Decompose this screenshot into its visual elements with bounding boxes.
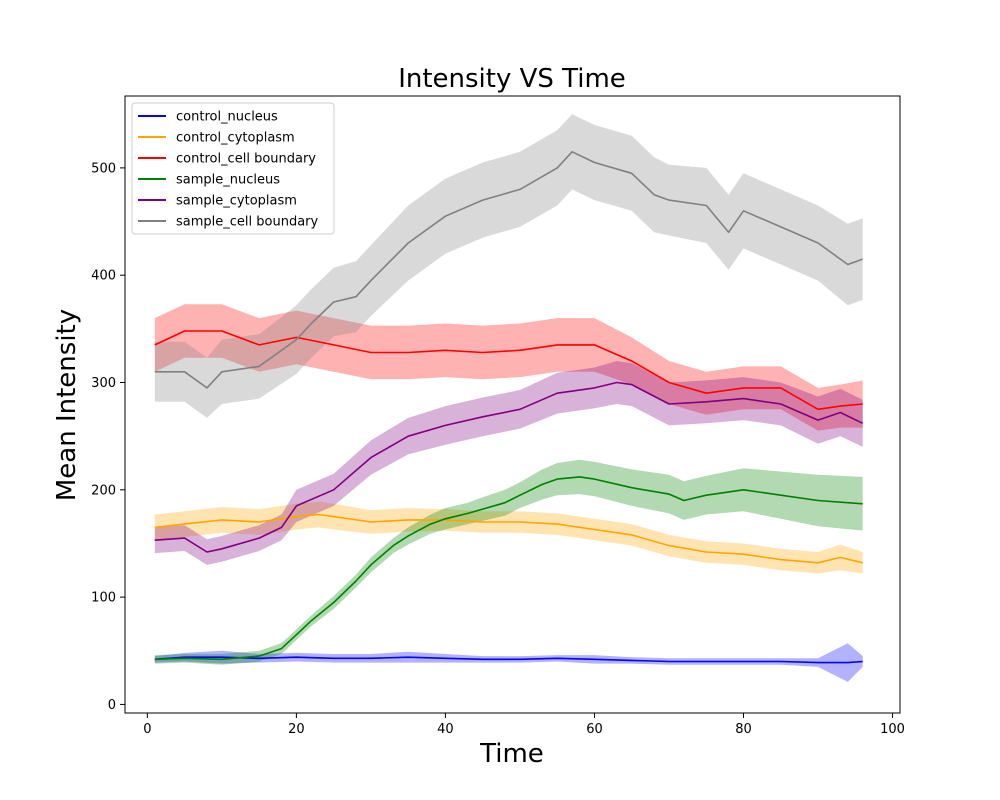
- series-line-4: [154, 381, 864, 553]
- series-line-2: [154, 330, 863, 411]
- band-5: [154, 114, 863, 418]
- x-tick-label: 40: [437, 722, 454, 737]
- plot-frame: [124, 95, 901, 714]
- series-line-1: [154, 513, 863, 564]
- x-tick-label: 80: [735, 722, 752, 737]
- legend-label-4: sample_cytoplasm: [176, 194, 297, 209]
- legend-label-3: sample_nucleus: [176, 173, 280, 188]
- legend-label-0: control_nucleus: [176, 110, 278, 125]
- series-line-3: [154, 476, 863, 661]
- x-tick-label: 0: [143, 722, 151, 737]
- y-tick-label: 0: [108, 698, 116, 713]
- x-tick-label: 100: [880, 722, 905, 737]
- series-line-5: [154, 151, 863, 389]
- x-tick-label: 20: [288, 722, 305, 737]
- y-tick-label: 500: [91, 161, 116, 176]
- legend-label-2: control_cell boundary: [176, 152, 316, 167]
- series-lines: [154, 151, 864, 664]
- y-axis-label: Mean Intensity: [52, 309, 82, 501]
- band-0: [154, 643, 863, 682]
- y-tick-label: 300: [91, 376, 116, 391]
- legend-box: [131, 102, 335, 235]
- band-4: [154, 361, 863, 565]
- band-1: [154, 501, 863, 574]
- legend-label-1: control_cytoplasm: [176, 131, 295, 146]
- legend: control_nucleus control_cytoplasm control_…: [131, 102, 335, 235]
- x-axis-ticks: 0 20 40 60 80 100: [143, 713, 905, 737]
- band-2: [154, 304, 863, 431]
- x-axis-label: Time: [479, 739, 544, 769]
- y-tick-label: 400: [91, 269, 116, 284]
- confidence-bands: [154, 114, 863, 682]
- y-tick-label: 200: [91, 483, 116, 498]
- chart-title: Intensity VS Time: [398, 64, 626, 94]
- y-tick-label: 100: [91, 591, 116, 606]
- series-line-0: [154, 656, 863, 664]
- x-tick-label: 60: [586, 722, 603, 737]
- band-3: [154, 459, 863, 665]
- legend-label-5: sample_cell boundary: [176, 215, 319, 230]
- y-axis-ticks: 0 100 200 300 400 500: [91, 161, 125, 713]
